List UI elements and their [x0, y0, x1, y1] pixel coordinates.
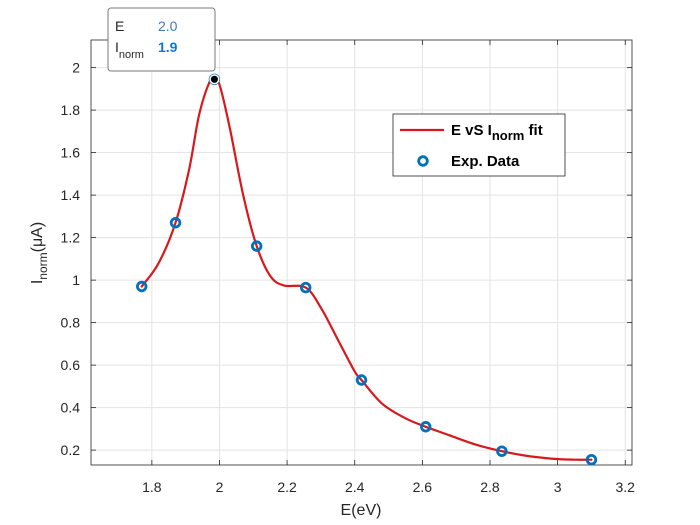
- y-tick-label: 1.8: [61, 102, 81, 118]
- data-point-marker[interactable]: [136, 280, 148, 293]
- legend-fit-suffix: fit: [524, 122, 542, 139]
- x-tick-label: 2.8: [480, 479, 500, 495]
- y-tick-label: 0.8: [61, 315, 81, 331]
- x-tick-label: 2.4: [345, 479, 365, 495]
- plot-frame: [90, 39, 633, 466]
- datatip-box: [107, 7, 216, 72]
- datatip-y-name-main: I: [115, 39, 119, 55]
- datatip-y-name-sub: norm: [119, 49, 144, 61]
- plot-area: [91, 40, 632, 465]
- x-tick-label: 2.6: [413, 479, 433, 495]
- x-tick-label: 2: [216, 479, 224, 495]
- y-axis-title-main: I: [29, 280, 46, 284]
- x-tick-labels: 1.8 2 2.2 2.4 2.6 2.8 3 3.2: [142, 479, 635, 495]
- data-point-marker[interactable]: [300, 281, 312, 294]
- data-point-marker[interactable]: [169, 217, 182, 229]
- y-tick-label: 1.6: [61, 145, 81, 161]
- grid-layer: [91, 40, 632, 465]
- data-point-marker[interactable]: [585, 453, 598, 466]
- x-axis-title: E(eV): [341, 502, 382, 519]
- y-tick-label: 2: [72, 60, 80, 76]
- x-tick-label: 2.2: [277, 479, 297, 495]
- tick-layer: [91, 40, 632, 465]
- y-tick-labels: 0.2 0.4 0.6 0.8 1 1.2 1.4 1.6 1.8 2: [61, 60, 81, 459]
- datatip-y-name: Inorm: [115, 39, 144, 61]
- data-point-marker[interactable]: [496, 445, 508, 457]
- y-tick-label: 0.4: [61, 400, 81, 416]
- y-axis-title-sub: norm: [36, 252, 50, 279]
- y-tick-label: 1.4: [61, 187, 81, 203]
- datatip-y-value: 1.9: [158, 39, 178, 55]
- x-tick-label: 3: [554, 479, 562, 495]
- legend-fit-prefix: E vS I: [451, 122, 492, 139]
- x-tick-label: 1.8: [142, 479, 162, 495]
- legend-fit-sub: norm: [492, 128, 525, 143]
- legend-data-label: Exp. Data: [451, 153, 520, 170]
- datatip-anchor-marker: [209, 74, 220, 85]
- y-tick-label: 0.6: [61, 357, 81, 373]
- data-point-marker[interactable]: [250, 240, 263, 252]
- y-tick-label: 1.2: [61, 230, 81, 246]
- legend[interactable]: E vS Inorm fit Exp. Data: [392, 113, 566, 177]
- legend-data-swatch: [417, 155, 429, 167]
- data-point-marker[interactable]: [420, 421, 432, 433]
- y-axis-title-unit: (μA): [29, 222, 46, 253]
- y-tick-label: 0.2: [61, 442, 81, 458]
- legend-fit-label: E vS Inorm fit: [451, 122, 543, 143]
- datatip-x-value: 2.0: [158, 18, 178, 34]
- datatip[interactable]: E 2.0 Inorm 1.9: [107, 7, 220, 85]
- fit-curve-line: [140, 77, 593, 461]
- data-point-marker[interactable]: [355, 374, 368, 386]
- x-tick-label: 3.2: [616, 479, 636, 495]
- y-tick-label: 1: [72, 272, 80, 288]
- datatip-x-name: E: [115, 18, 124, 34]
- y-axis-title: Inorm(μA): [29, 222, 50, 284]
